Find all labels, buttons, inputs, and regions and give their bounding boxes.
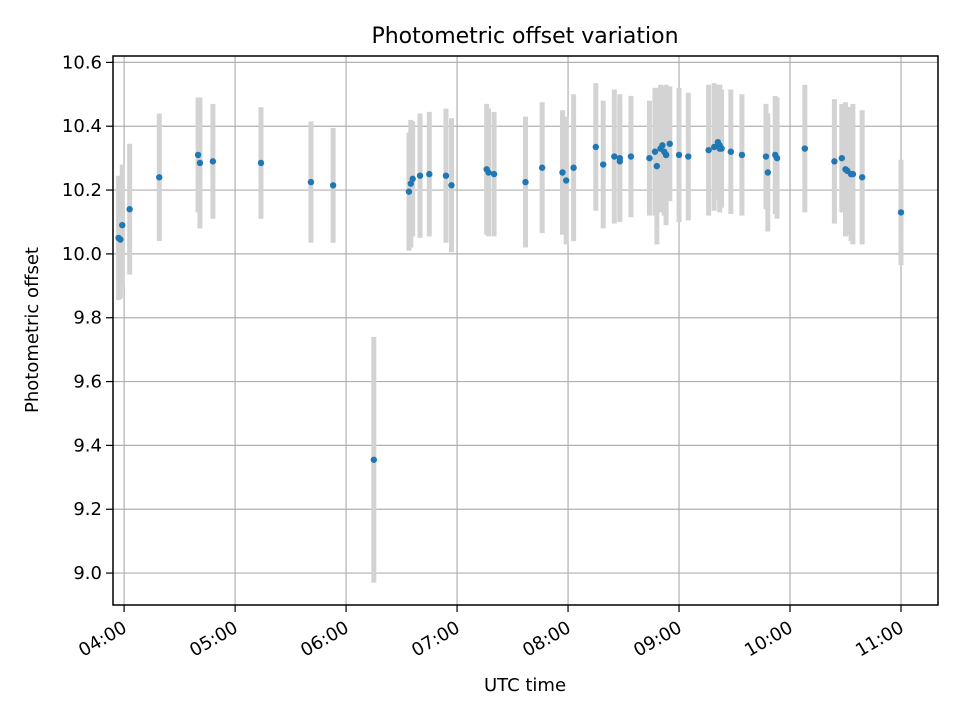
chart-title: Photometric offset variation bbox=[371, 24, 678, 49]
x-axis-label: UTC time bbox=[484, 675, 566, 696]
data-point bbox=[194, 151, 202, 159]
data-point bbox=[307, 178, 315, 186]
data-points bbox=[115, 138, 905, 463]
data-point bbox=[838, 154, 846, 162]
data-point bbox=[738, 151, 746, 159]
data-point bbox=[666, 140, 673, 147]
data-point bbox=[773, 154, 781, 162]
y-tick-label: 9.0 bbox=[73, 563, 102, 584]
data-point bbox=[570, 164, 577, 171]
data-point bbox=[370, 456, 378, 463]
data-point bbox=[485, 169, 492, 176]
data-point bbox=[801, 145, 809, 152]
y-tick-label: 9.6 bbox=[73, 372, 102, 393]
data-point bbox=[831, 158, 838, 165]
data-point bbox=[156, 174, 163, 181]
data-point bbox=[849, 170, 857, 178]
data-point bbox=[522, 178, 529, 186]
y-tick-label: 10.2 bbox=[62, 180, 102, 201]
data-point bbox=[559, 169, 566, 176]
y-tick-label: 10.6 bbox=[62, 52, 102, 73]
data-point bbox=[562, 177, 570, 184]
data-point bbox=[119, 221, 126, 229]
data-point bbox=[646, 154, 653, 162]
y-tick-label: 10.0 bbox=[62, 244, 102, 265]
data-point bbox=[329, 182, 337, 189]
data-point bbox=[409, 175, 416, 183]
data-point bbox=[196, 159, 204, 167]
y-tick-label: 9.4 bbox=[73, 435, 102, 456]
data-point bbox=[659, 142, 666, 149]
data-point bbox=[705, 146, 712, 154]
data-point bbox=[490, 170, 498, 178]
data-point bbox=[627, 153, 635, 160]
data-point bbox=[897, 209, 905, 216]
data-point bbox=[764, 169, 772, 176]
data-point bbox=[442, 172, 450, 179]
data-point bbox=[448, 182, 455, 189]
data-point bbox=[126, 206, 133, 213]
data-point bbox=[718, 145, 725, 152]
y-tick-label: 9.2 bbox=[73, 499, 102, 520]
data-point bbox=[611, 153, 618, 160]
data-point bbox=[599, 161, 607, 168]
data-point bbox=[209, 158, 217, 165]
data-point bbox=[416, 172, 424, 179]
data-point bbox=[662, 151, 670, 159]
data-point bbox=[117, 236, 124, 243]
data-point bbox=[653, 162, 661, 170]
data-point bbox=[405, 188, 413, 195]
data-point bbox=[858, 174, 866, 181]
data-point bbox=[651, 148, 659, 155]
data-point bbox=[675, 151, 683, 159]
plot-frame bbox=[112, 55, 939, 606]
y-axis-ticks: 9.0 9.2 9.4 9.6 9.8 10.0 10.2 10.4 10.6 bbox=[62, 52, 113, 584]
data-point bbox=[762, 153, 770, 160]
y-tick-label: 10.4 bbox=[62, 116, 102, 137]
data-point bbox=[710, 143, 718, 151]
y-axis-label: Photometric offset bbox=[22, 247, 43, 413]
data-point bbox=[257, 159, 265, 167]
data-point bbox=[592, 143, 599, 151]
data-point bbox=[426, 170, 433, 178]
data-point bbox=[538, 164, 546, 171]
data-point bbox=[727, 148, 735, 155]
y-tick-label: 9.8 bbox=[73, 308, 102, 329]
data-point bbox=[616, 158, 624, 165]
data-point bbox=[685, 153, 692, 160]
